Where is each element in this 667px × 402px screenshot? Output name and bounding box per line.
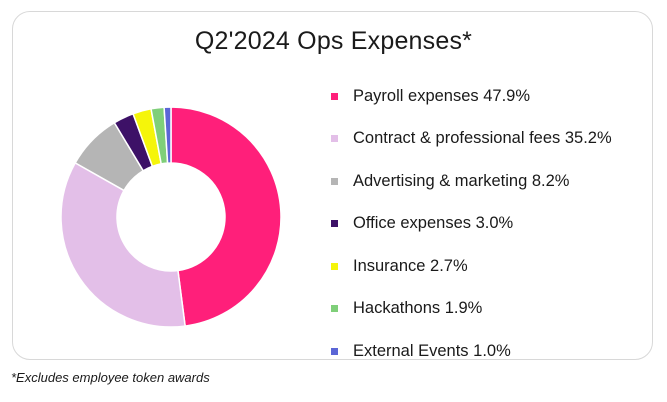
legend-label-0: Payroll expenses 47.9% — [353, 86, 531, 105]
legend-item-5: Hackathons 1.9% — [331, 288, 651, 331]
legend-item-3: Office expenses 3.0% — [331, 203, 651, 246]
legend-item-6: External Events 1.0% — [331, 330, 651, 373]
legend-swatch-5 — [331, 305, 338, 313]
legend-label-4: Insurance 2.7% — [353, 256, 468, 275]
donut-slice-1 — [60, 161, 186, 328]
donut-slice-6 — [163, 106, 172, 164]
legend-swatch-2 — [331, 177, 338, 185]
donut-slices — [60, 106, 282, 328]
legend-label-5: Hackathons 1.9% — [353, 299, 483, 318]
legend-item-1: Contract & professional fees 35.2% — [331, 118, 651, 161]
chart-title: Q2'2024 Ops Expenses* — [194, 27, 473, 55]
legend-label-3: Office expenses 3.0% — [353, 214, 514, 233]
legend-swatch-3 — [331, 220, 338, 228]
legend-label-1: Contract & professional fees 35.2% — [353, 129, 612, 148]
legend-label-6: External Events 1.0% — [353, 341, 511, 360]
legend-swatch-4 — [331, 262, 338, 270]
legend-label-2: Advertising & marketing 8.2% — [353, 171, 570, 190]
legend-item-4: Insurance 2.7% — [331, 245, 651, 288]
legend-item-2: Advertising & marketing 8.2% — [331, 160, 651, 203]
legend-swatch-6 — [331, 347, 338, 355]
legend-item-0: Payroll expenses 47.9% — [331, 75, 651, 118]
chart-card: Q2'2024 Ops Expenses* Payroll expenses 4… — [12, 11, 653, 360]
legend-swatch-1 — [331, 135, 338, 143]
chart-legend: Payroll expenses 47.9% Contract & profess… — [331, 75, 651, 373]
donut-chart — [60, 106, 282, 328]
legend-swatch-0 — [331, 92, 338, 100]
donut-slice-0 — [170, 106, 282, 327]
footnote: *Excludes employee token awards — [11, 370, 210, 385]
